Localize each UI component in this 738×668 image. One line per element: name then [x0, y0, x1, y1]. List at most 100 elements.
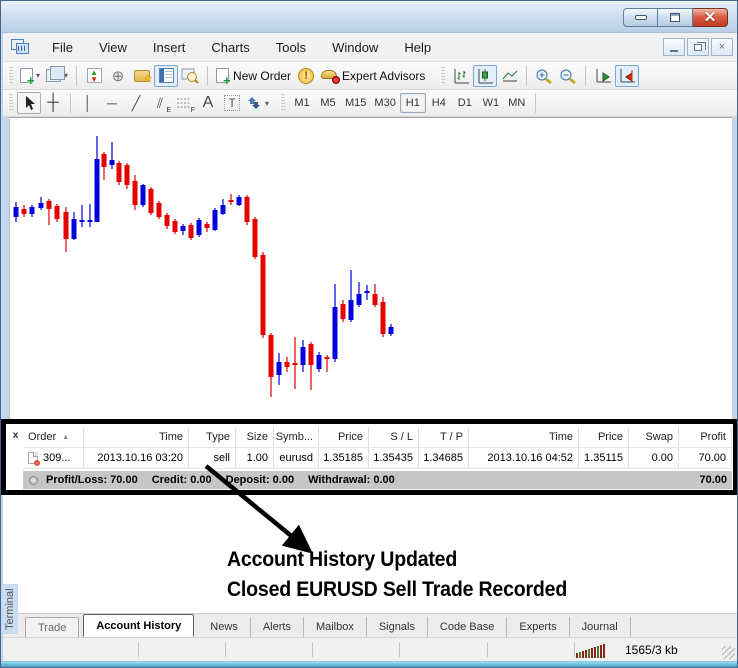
- toolbar-grip[interactable]: [8, 94, 13, 112]
- candlestick-chart-button[interactable]: [473, 64, 498, 87]
- child-minimize-button[interactable]: [663, 38, 685, 56]
- bar-chart-icon: [454, 68, 469, 83]
- timeframe-m15[interactable]: M15: [345, 97, 367, 109]
- column-header-price[interactable]: Price: [579, 427, 629, 447]
- market-watch-icon: ▲ ▼: [86, 68, 102, 83]
- timeframe-h4[interactable]: H4: [431, 97, 446, 109]
- child-restore-button[interactable]: [687, 38, 709, 56]
- child-close-button[interactable]: ×: [711, 38, 733, 56]
- new-order-label: New Order: [233, 68, 292, 83]
- terminal-close-button[interactable]: x: [12, 430, 19, 441]
- column-header-size[interactable]: Size: [236, 427, 274, 447]
- column-header-time[interactable]: Time: [469, 427, 579, 447]
- minimize-button[interactable]: [623, 8, 658, 27]
- data-window-button[interactable]: ⊕: [106, 65, 130, 87]
- tab-experts[interactable]: Experts: [507, 617, 570, 637]
- menu-item-view[interactable]: View: [98, 39, 127, 55]
- timeframe-mn[interactable]: MN: [508, 97, 526, 109]
- chart-shift-button[interactable]: [615, 64, 640, 87]
- maximize-button[interactable]: [658, 8, 693, 27]
- trendline-button[interactable]: ╱: [124, 92, 148, 114]
- table-row[interactable]: 309... 2013.10.16 03:20 sell 1.00 eurusd 1.35…: [23, 448, 732, 469]
- cell-price-value: 1.35185: [319, 448, 369, 468]
- tab-journal[interactable]: Journal: [570, 617, 631, 637]
- line-chart-button[interactable]: [497, 65, 521, 87]
- toolbar-grip[interactable]: [440, 66, 446, 85]
- cursor-tool-button[interactable]: [17, 92, 41, 114]
- tab-news[interactable]: News: [198, 617, 251, 637]
- menu-item-file[interactable]: File: [52, 39, 73, 55]
- column-header-t-p[interactable]: T / P: [419, 427, 469, 447]
- candlestick-icon: [478, 68, 493, 83]
- new-order-button[interactable]: + New Order: [213, 65, 294, 87]
- timeframe-m1[interactable]: M1: [294, 97, 310, 109]
- vertical-line-button[interactable]: │: [76, 92, 100, 114]
- statusbar-separator: [225, 642, 226, 657]
- column-header-profit[interactable]: Profit: [679, 427, 732, 447]
- text-label-icon: T: [224, 95, 240, 111]
- chart-area[interactable]: [9, 117, 732, 419]
- summary-row[interactable]: Profit/Loss: 70.00 Credit: 0.00 Deposit: 0…: [23, 471, 732, 489]
- timeframe-m30[interactable]: M30: [374, 97, 396, 109]
- tab-mailbox[interactable]: Mailbox: [304, 617, 367, 637]
- column-header-time[interactable]: Time: [84, 427, 189, 447]
- crosshair-tool-button[interactable]: ┼: [41, 92, 65, 114]
- text-tool-icon: A: [202, 94, 214, 111]
- menu-item-tools[interactable]: Tools: [275, 39, 307, 55]
- candlestick-chart[interactable]: [10, 118, 733, 419]
- fibonacci-button[interactable]: F: [172, 92, 196, 114]
- text-tool-button[interactable]: A: [196, 92, 220, 114]
- sort-ascending-icon: ▲: [62, 433, 70, 441]
- timeframe-d1[interactable]: D1: [457, 97, 472, 109]
- window-bottom-edge: [1, 661, 737, 667]
- tab-account-history[interactable]: Account History: [83, 614, 195, 637]
- column-header-swap[interactable]: Swap: [629, 427, 679, 447]
- toolbar-grip[interactable]: [280, 94, 286, 112]
- menu-item-help[interactable]: Help: [404, 39, 432, 55]
- traffic-counter: 1565/3 kb: [625, 643, 678, 657]
- market-watch-button[interactable]: ▲ ▼: [82, 65, 106, 87]
- text-label-button[interactable]: T: [220, 92, 244, 114]
- cell-t-p-value: 1.34685: [419, 448, 469, 468]
- auto-scroll-icon: [596, 68, 612, 82]
- menu-item-insert[interactable]: Insert: [152, 39, 186, 55]
- column-header-symb-[interactable]: Symb...: [274, 427, 319, 447]
- metaquotes-button[interactable]: !: [294, 65, 318, 87]
- column-header-price[interactable]: Price: [319, 427, 369, 447]
- arrows-tool-button[interactable]: ▾: [244, 92, 272, 114]
- auto-scroll-button[interactable]: [591, 65, 615, 87]
- column-header-order[interactable]: Order ▲: [23, 427, 84, 447]
- horizontal-line-button[interactable]: ─: [100, 92, 124, 114]
- bar-chart-button[interactable]: [449, 65, 473, 87]
- strategy-tester-button[interactable]: [178, 65, 202, 87]
- timeframe-h1[interactable]: H1: [399, 93, 426, 113]
- menu-item-window[interactable]: Window: [332, 39, 379, 55]
- tab-code-base[interactable]: Code Base: [428, 617, 508, 637]
- tab-signals[interactable]: Signals: [367, 617, 428, 637]
- profiles-button[interactable]: ▾: [43, 65, 71, 87]
- timeframe-w1[interactable]: W1: [482, 97, 500, 109]
- channel-icon: ⫽: [156, 95, 164, 111]
- resize-grip[interactable]: [722, 646, 735, 659]
- balance-icon: [29, 475, 38, 485]
- tab-alerts[interactable]: Alerts: [251, 617, 304, 637]
- timeframe-m5[interactable]: M5: [320, 97, 336, 109]
- expert-advisors-button[interactable]: Expert Advisors: [318, 65, 428, 87]
- cell-time-value: 2013.10.16 03:20: [84, 448, 189, 468]
- column-header-s-l[interactable]: S / L: [369, 427, 419, 447]
- column-header-type[interactable]: Type: [189, 427, 236, 447]
- summary-item: Credit: 0.00: [151, 474, 212, 486]
- terminal-panel-button[interactable]: [154, 64, 179, 87]
- tab-trade[interactable]: Trade: [25, 617, 80, 637]
- menu-item-charts[interactable]: Charts: [211, 39, 250, 55]
- toolbar-grip[interactable]: [8, 66, 13, 85]
- navigator-button[interactable]: ★: [130, 65, 154, 87]
- equidistant-channel-button[interactable]: ⫽ E: [148, 92, 172, 114]
- connection-bars-icon: [576, 644, 605, 658]
- close-button[interactable]: ✕: [693, 8, 728, 27]
- new-chart-button[interactable]: + ▾: [17, 65, 43, 87]
- title-bar[interactable]: ✕: [1, 1, 737, 33]
- zoom-in-button[interactable]: [532, 65, 556, 87]
- zoom-out-button[interactable]: [556, 65, 580, 87]
